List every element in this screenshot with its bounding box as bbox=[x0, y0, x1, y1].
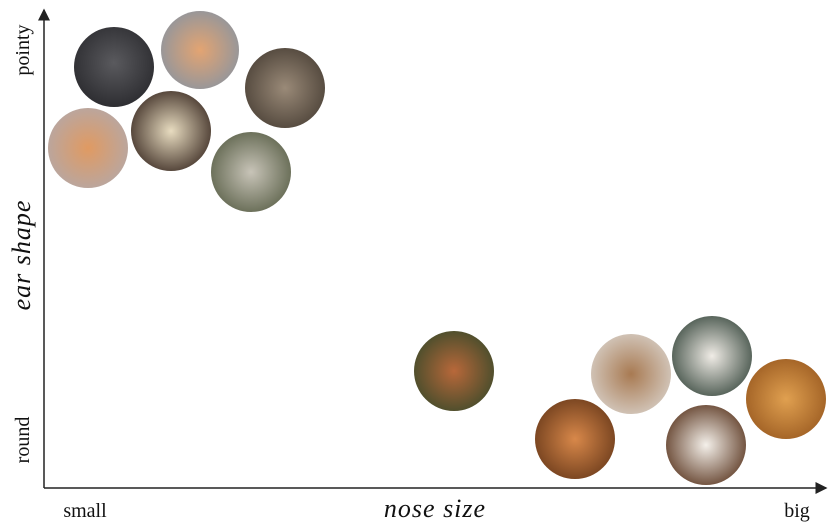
dog-photo bbox=[591, 334, 671, 414]
y-axis-title: ear shape bbox=[7, 200, 36, 311]
x-axis-title: nose size bbox=[384, 494, 486, 522]
x-right-label: big bbox=[784, 500, 810, 522]
dog-photo bbox=[535, 399, 615, 479]
dog-photo bbox=[666, 405, 746, 485]
cat-photos bbox=[48, 11, 325, 212]
cat-photo bbox=[211, 132, 291, 212]
y-top-label: pointy bbox=[12, 24, 34, 75]
cat-photo bbox=[161, 11, 239, 89]
cat-photo bbox=[245, 48, 325, 128]
dog-photo bbox=[672, 316, 752, 396]
cat-photo bbox=[48, 108, 128, 188]
y-bottom-label: round bbox=[12, 417, 34, 464]
cat-photo bbox=[131, 91, 211, 171]
dog-photo bbox=[746, 359, 826, 439]
dog-photo bbox=[414, 331, 494, 411]
cat-photo bbox=[74, 27, 154, 107]
dog-photos bbox=[414, 316, 826, 485]
x-left-label: small bbox=[63, 500, 107, 522]
